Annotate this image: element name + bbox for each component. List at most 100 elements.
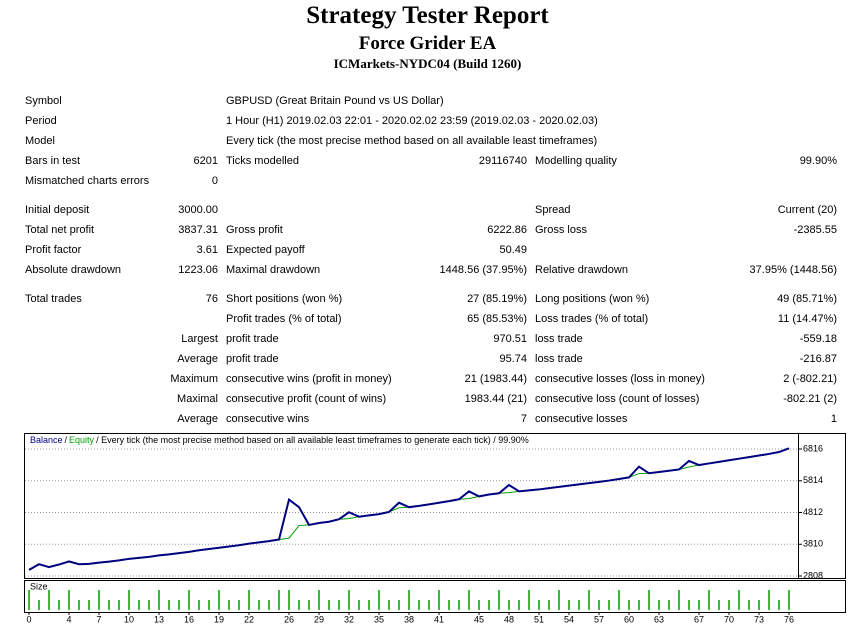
row-label: Short positions (won %) bbox=[226, 293, 343, 305]
legend: Balance / Equity / Every tick (the most pre… bbox=[30, 435, 529, 445]
x-tick-label: 0 bbox=[26, 614, 31, 624]
row-label: Long positions (won %) bbox=[535, 293, 650, 305]
row-value: 27 (85.19%) bbox=[467, 293, 527, 305]
series-line bbox=[28, 447, 790, 571]
y-tick-label: 4812 bbox=[803, 507, 823, 517]
row-label: Initial deposit bbox=[25, 204, 90, 216]
row-label: Absolute drawdown bbox=[25, 264, 122, 276]
row-label: Bars in test bbox=[25, 155, 81, 167]
row-value: 0 bbox=[211, 175, 218, 187]
row-label: Period bbox=[25, 115, 57, 127]
x-tick-label: 70 bbox=[724, 614, 734, 624]
row-value: 3837.31 bbox=[178, 224, 218, 236]
row-value: 49 (85.71%) bbox=[777, 293, 837, 305]
row-value: 6201 bbox=[193, 155, 218, 167]
x-tick-label: 13 bbox=[154, 614, 164, 624]
row-value: 6222.86 bbox=[487, 224, 527, 236]
row-value: 29116740 bbox=[478, 155, 527, 167]
x-tick-label: 7 bbox=[96, 614, 101, 624]
server: ICMarkets-NYDC04 (Build 1260) bbox=[333, 56, 522, 71]
row-label: Modelling quality bbox=[535, 155, 617, 167]
row-value: 7 bbox=[520, 413, 527, 425]
size-frame bbox=[24, 580, 846, 613]
row-value: 50.49 bbox=[499, 244, 527, 256]
row-label: consecutive loss (count of losses) bbox=[535, 393, 700, 405]
x-tick-label: 32 bbox=[344, 614, 354, 624]
row-label: loss trade bbox=[535, 353, 583, 365]
row-label: Mismatched charts errors bbox=[25, 175, 150, 187]
row-value: 21 (1983.44) bbox=[464, 373, 527, 385]
row-label: 1 Hour (H1) 2019.02.03 22:01 - 2020.02.0… bbox=[226, 115, 598, 127]
row-value: Maximum bbox=[170, 373, 218, 385]
legend-note: / Every tick (the most precise method ba… bbox=[96, 435, 529, 445]
row-label: Profit factor bbox=[25, 244, 82, 256]
x-tick-label: 63 bbox=[654, 614, 664, 624]
size-label: Size bbox=[30, 581, 48, 591]
x-tick-label: 67 bbox=[694, 614, 704, 624]
legend-separator: / bbox=[65, 435, 68, 445]
row-value: 3000.00 bbox=[178, 204, 218, 216]
row-value: Current (20) bbox=[777, 204, 837, 216]
y-tick-label: 5814 bbox=[803, 475, 823, 485]
row-label: consecutive wins (profit in money) bbox=[226, 373, 392, 385]
x-tick-label: 19 bbox=[214, 614, 224, 624]
x-tick-label: 4 bbox=[66, 614, 71, 624]
x-tick-label: 45 bbox=[474, 614, 484, 624]
x-tick-label: 22 bbox=[244, 614, 254, 624]
row-label: consecutive wins bbox=[226, 413, 310, 425]
row-label: Profit trades (% of total) bbox=[226, 313, 342, 325]
row-label: Symbol bbox=[25, 95, 62, 107]
row-value: 2 (-802.21) bbox=[783, 373, 837, 385]
x-tick-label: 26 bbox=[284, 614, 294, 624]
row-value: -216.87 bbox=[799, 353, 837, 365]
row-label: Maximal drawdown bbox=[226, 264, 321, 276]
row-value: 76 bbox=[205, 293, 218, 305]
row-label: Gross profit bbox=[226, 224, 283, 236]
x-tick-label: 57 bbox=[594, 614, 604, 624]
y-tick-label: 6816 bbox=[803, 443, 823, 453]
x-tick-label: 10 bbox=[124, 614, 134, 624]
x-tick-label: 38 bbox=[404, 614, 414, 624]
y-tick-label: 2808 bbox=[803, 570, 823, 580]
row-value: 95.74 bbox=[499, 353, 527, 365]
legend-entry: Equity bbox=[69, 435, 95, 445]
row-label: Relative drawdown bbox=[535, 264, 628, 276]
x-tick-label: 73 bbox=[754, 614, 764, 624]
row-value: 970.51 bbox=[493, 333, 527, 345]
legend-entry: Balance bbox=[30, 435, 63, 445]
row-value: Average bbox=[177, 413, 218, 425]
x-tick-label: 76 bbox=[784, 614, 794, 624]
x-tick-label: 35 bbox=[374, 614, 384, 624]
row-value: Average bbox=[177, 353, 218, 365]
row-value: -559.18 bbox=[799, 333, 837, 345]
row-label: Total trades bbox=[25, 293, 82, 305]
row-value: 11 (14.47%) bbox=[777, 313, 837, 325]
row-value: 1 bbox=[830, 413, 837, 425]
row-label: Expected payoff bbox=[226, 244, 305, 256]
row-value: 37.95% (1448.56) bbox=[749, 264, 837, 276]
row-value: 3.61 bbox=[196, 244, 218, 256]
y-tick-label: 3810 bbox=[803, 539, 823, 549]
row-value: -802.21 (2) bbox=[783, 393, 837, 405]
row-label: Model bbox=[25, 135, 55, 147]
row-value: 1223.06 bbox=[178, 264, 218, 276]
x-tick-label: 16 bbox=[184, 614, 194, 624]
x-tick-label: 48 bbox=[504, 614, 514, 624]
x-tick-label: 51 bbox=[534, 614, 544, 624]
x-tick-label: 60 bbox=[624, 614, 634, 624]
row-label: consecutive profit (count of wins) bbox=[226, 393, 387, 405]
row-value: -2385.55 bbox=[793, 224, 837, 236]
row-label: loss trade bbox=[535, 333, 583, 345]
row-value: 1448.56 (37.95%) bbox=[439, 264, 527, 276]
row-label: Gross loss bbox=[535, 224, 587, 236]
row-label: Spread bbox=[535, 204, 571, 216]
row-label: consecutive losses (loss in money) bbox=[535, 373, 705, 385]
row-value: 1983.44 (21) bbox=[464, 393, 527, 405]
row-label: Every tick (the most precise method base… bbox=[226, 135, 598, 147]
row-value: Maximal bbox=[177, 393, 218, 405]
row-label: Loss trades (% of total) bbox=[535, 313, 649, 325]
row-label: Ticks modelled bbox=[226, 155, 299, 167]
row-label: consecutive losses bbox=[535, 413, 628, 425]
